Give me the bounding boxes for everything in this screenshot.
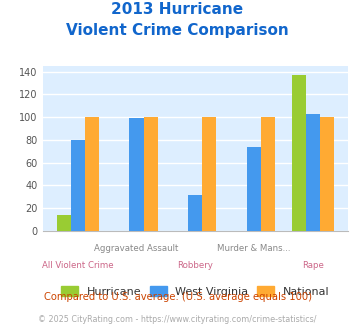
Text: Murder & Mans...: Murder & Mans... [217,244,291,253]
Text: All Violent Crime: All Violent Crime [42,261,114,270]
Bar [291,75,306,231]
Bar [261,117,275,231]
Bar [306,114,320,231]
Text: Violent Crime Comparison: Violent Crime Comparison [66,23,289,38]
Bar [202,117,217,231]
Bar [320,117,334,231]
Text: © 2025 CityRating.com - https://www.cityrating.com/crime-statistics/: © 2025 CityRating.com - https://www.city… [38,315,317,324]
Text: Aggravated Assault: Aggravated Assault [94,244,179,253]
Text: Rape: Rape [302,261,324,270]
Text: Robbery: Robbery [177,261,213,270]
Text: Compared to U.S. average. (U.S. average equals 100): Compared to U.S. average. (U.S. average … [44,292,311,302]
Bar [57,215,71,231]
Bar [71,140,85,231]
Bar [247,147,261,231]
Bar [130,118,143,231]
Legend: Hurricane, West Virginia, National: Hurricane, West Virginia, National [61,286,330,297]
Bar [85,117,99,231]
Bar [188,195,202,231]
Bar [143,117,158,231]
Text: 2013 Hurricane: 2013 Hurricane [111,2,244,16]
